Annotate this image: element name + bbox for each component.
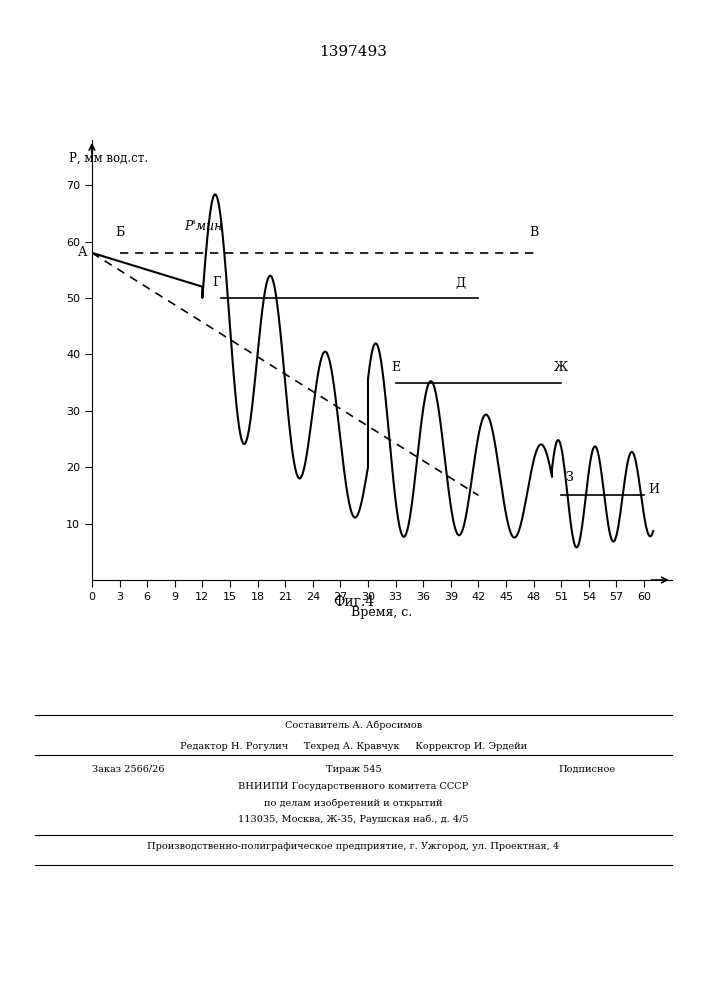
Text: Д: Д bbox=[455, 276, 465, 289]
Text: Производственно-полиграфическое предприятие, г. Ужгород, ул. Проектная, 4: Производственно-полиграфическое предприя… bbox=[148, 842, 559, 851]
Text: Е: Е bbox=[391, 361, 400, 374]
Text: 113035, Москва, Ж-35, Раушская наб., д. 4/5: 113035, Москва, Ж-35, Раушская наб., д. … bbox=[238, 814, 469, 824]
Text: И: И bbox=[648, 483, 660, 496]
Text: Б: Б bbox=[115, 226, 124, 239]
Text: Фиг.4: Фиг.4 bbox=[333, 595, 374, 609]
Text: Редактор Н. Рогулич     Техред А. Кравчук     Корректор И. Эрдейи: Редактор Н. Рогулич Техред А. Кравчук Ко… bbox=[180, 742, 527, 751]
Text: З: З bbox=[566, 471, 573, 484]
Text: Тираж 545: Тираж 545 bbox=[326, 765, 381, 774]
Text: 1397493: 1397493 bbox=[320, 45, 387, 59]
Text: ВНИИПИ Государственного комитета СССР: ВНИИПИ Государственного комитета СССР bbox=[238, 782, 469, 791]
Text: А: А bbox=[78, 246, 87, 259]
Text: Ж: Ж bbox=[554, 361, 568, 374]
Text: Заказ 2566/26: Заказ 2566/26 bbox=[92, 765, 165, 774]
Text: по делам изобретений и открытий: по делам изобретений и открытий bbox=[264, 798, 443, 808]
Text: В: В bbox=[529, 226, 538, 239]
Text: Р, мм вод.ст.: Р, мм вод.ст. bbox=[69, 151, 148, 164]
Text: Г: Г bbox=[212, 276, 221, 289]
X-axis label: Время, с.: Время, с. bbox=[351, 606, 412, 619]
Text: Составитель А. Абросимов: Составитель А. Абросимов bbox=[285, 720, 422, 730]
Text: Р'мин: Р'мин bbox=[184, 220, 222, 233]
Text: Подписное: Подписное bbox=[558, 765, 615, 774]
